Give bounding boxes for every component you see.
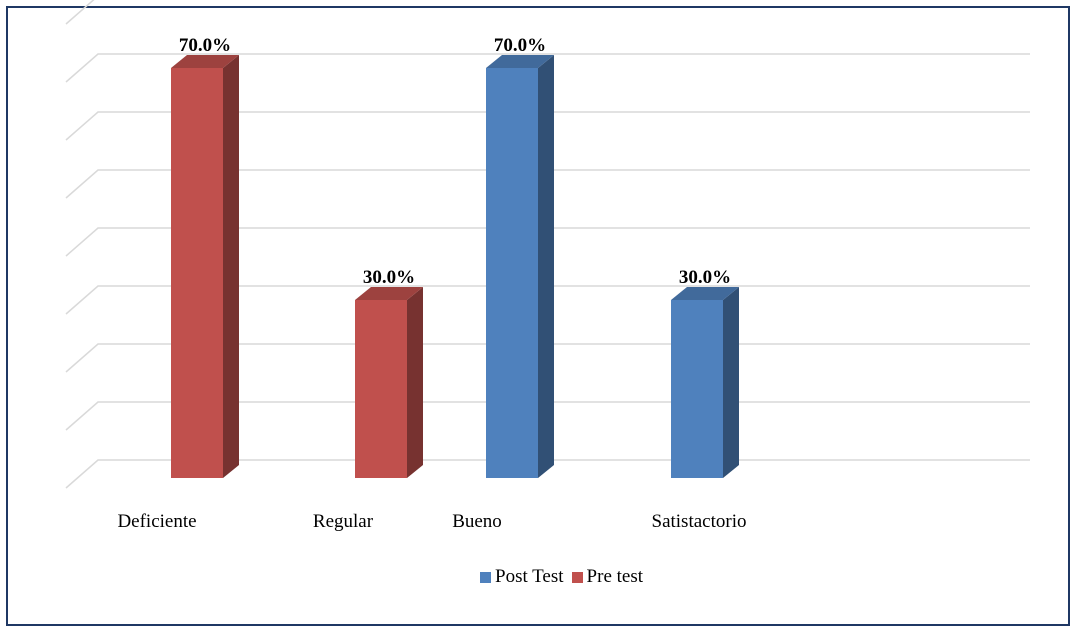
gridline xyxy=(65,285,1030,315)
gridline xyxy=(65,0,95,25)
bar-side-satistactorio xyxy=(723,287,739,478)
category-label-deficiente: Deficiente xyxy=(117,511,196,532)
bar-regular xyxy=(355,300,407,478)
bar-top-deficiente xyxy=(171,55,239,68)
legend-label-pre-test: Pre test xyxy=(586,566,644,587)
bar-top-satistactorio xyxy=(671,287,739,300)
legend: Post Test Pre test xyxy=(480,566,643,588)
category-label-bueno: Bueno xyxy=(452,511,502,532)
gridline xyxy=(65,227,1030,257)
category-label-regular: Regular xyxy=(313,511,374,532)
data-label-satistactorio: 30.0% xyxy=(679,267,731,288)
bar-bueno xyxy=(486,68,538,478)
legend-item-pre-test: Pre test xyxy=(571,566,644,588)
data-label-bueno: 70.0% xyxy=(494,35,546,56)
bar-satistactorio xyxy=(671,300,723,478)
bars xyxy=(171,55,739,478)
bar-top-bueno xyxy=(486,55,554,68)
gridline xyxy=(65,111,1030,141)
legend-label-post-test: Post Test xyxy=(495,566,564,587)
bar-chart: 70.0% Deficiente 30.0% Regular 70.0% Bueno 30.… xyxy=(65,0,1030,532)
gridline xyxy=(65,169,1030,199)
bar-deficiente xyxy=(171,68,223,478)
gridline xyxy=(65,53,1030,83)
category-label-satistactorio: Satistactorio xyxy=(652,511,747,532)
data-label-deficiente: 70.0% xyxy=(179,35,231,56)
bar-top-regular xyxy=(355,287,423,300)
data-label-regular: 30.0% xyxy=(363,267,415,288)
labels: 70.0% Deficiente 30.0% Regular 70.0% Bueno 30.… xyxy=(117,35,746,532)
bar-side-deficiente xyxy=(223,55,239,478)
bar-side-regular xyxy=(407,287,423,478)
legend-item-post-test: Post Test xyxy=(480,566,564,588)
bar-side-bueno xyxy=(538,55,554,478)
legend-swatch-post-test xyxy=(480,571,491,583)
legend-swatch-pre-test xyxy=(571,571,583,583)
